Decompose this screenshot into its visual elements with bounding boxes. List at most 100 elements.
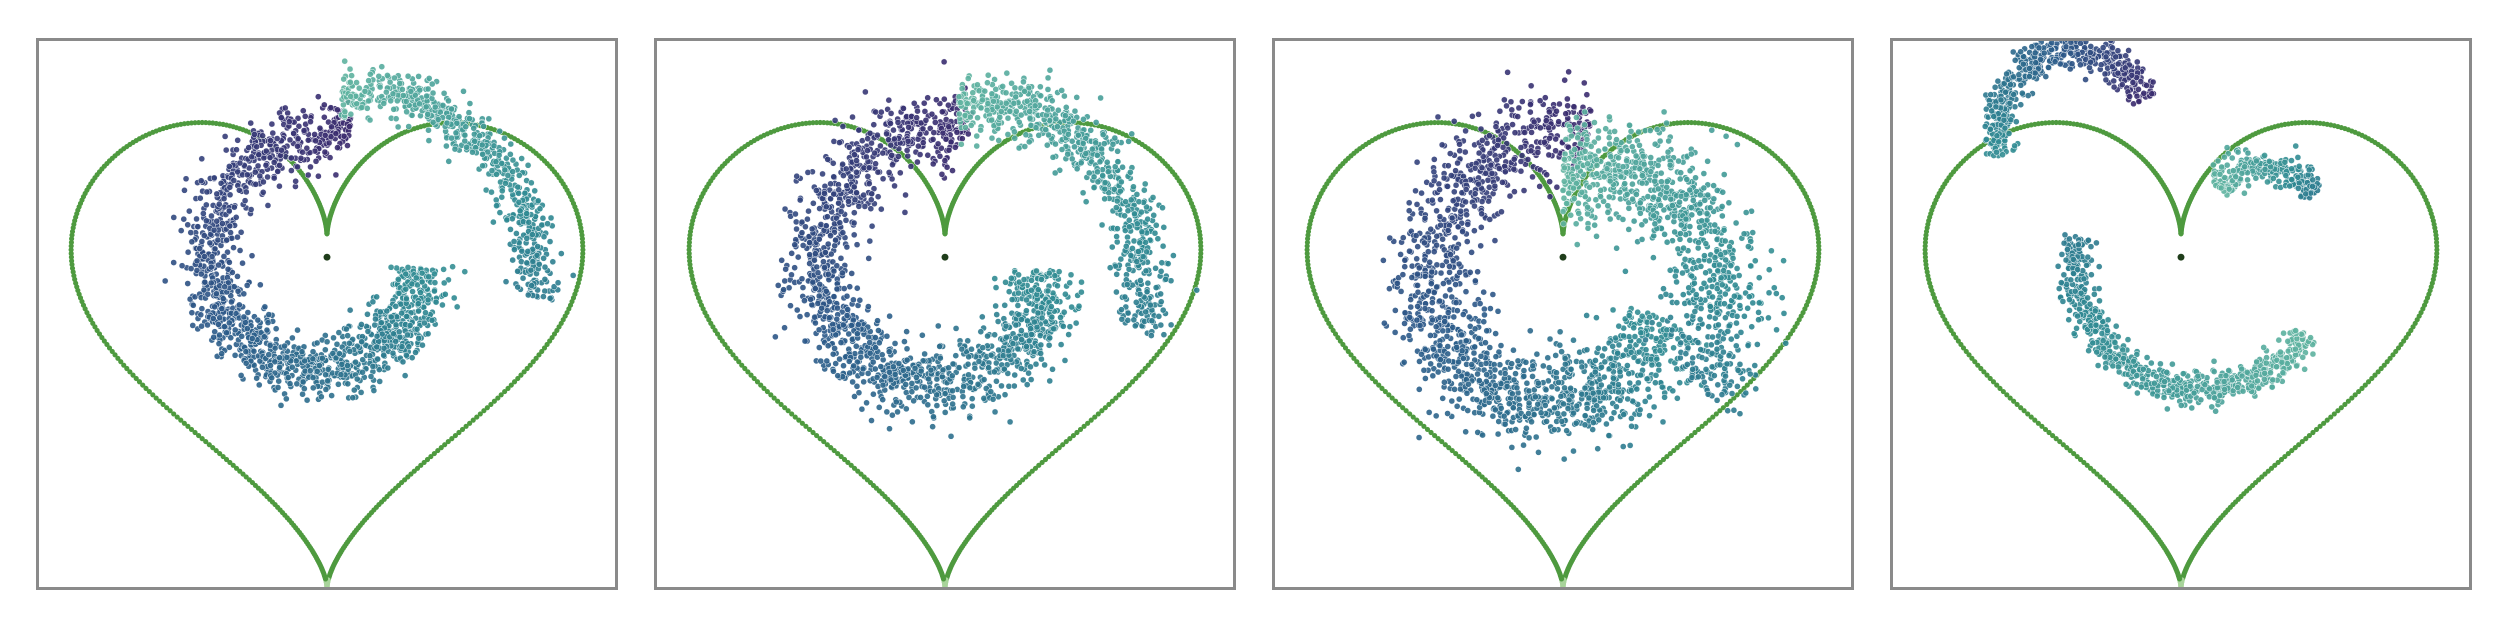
scatter-point	[872, 108, 879, 116]
scatter-point	[1090, 184, 1098, 191]
heart-boundary-point	[118, 359, 124, 365]
scatter-point	[833, 214, 840, 222]
heart-boundary-point	[771, 395, 777, 401]
scatter-point	[1012, 321, 1020, 329]
heart-boundary-point	[484, 405, 490, 411]
scatter-point	[1046, 66, 1054, 74]
scatter-point	[913, 374, 920, 381]
scatter-point	[943, 163, 951, 171]
scatter-point	[806, 239, 814, 246]
heart-boundary-point	[150, 392, 156, 398]
scatter-point	[874, 317, 881, 325]
heart-boundary-point	[68, 243, 74, 249]
scatter-point	[509, 215, 516, 223]
scatter-point	[353, 375, 361, 383]
heart-boundary-point	[1092, 414, 1098, 420]
heart-boundary-point	[751, 375, 757, 382]
scatter-point	[448, 105, 455, 113]
scatter-point	[294, 326, 301, 334]
heart-boundary-point	[68, 247, 74, 253]
scatter-point	[266, 342, 274, 349]
scatter-point	[415, 307, 422, 315]
heart-boundary-point	[1145, 362, 1151, 368]
scatter-point	[858, 405, 866, 413]
scatter-point	[527, 266, 535, 274]
scatter-point	[283, 354, 291, 361]
scatter-point	[193, 267, 201, 274]
scatter-point	[374, 355, 381, 363]
scatter-point	[369, 298, 377, 306]
scatter-point	[1132, 299, 1140, 306]
scatter-point	[1144, 279, 1152, 287]
scatter-point	[1020, 78, 1027, 86]
heart-boundary-point	[68, 239, 74, 245]
heart-boundary-point	[181, 420, 187, 426]
scatter-point	[919, 331, 926, 339]
scatter-point	[203, 188, 211, 196]
scatter-point	[839, 160, 846, 168]
scatter-point	[886, 312, 893, 320]
scatter-point	[780, 286, 787, 293]
scatter-point	[848, 270, 856, 277]
scatter-point	[266, 154, 274, 161]
scatter-point	[424, 85, 432, 93]
scatter-point	[219, 220, 226, 227]
scatter-points	[161, 57, 577, 409]
heart-boundary-point	[68, 254, 74, 260]
scatter-point	[798, 218, 806, 226]
scatter-point	[1149, 194, 1157, 201]
heart-boundary-point	[845, 459, 851, 466]
scatter-point	[934, 322, 942, 330]
scatter-point	[1001, 391, 1009, 399]
scatter-point	[927, 366, 935, 374]
scatter-point	[903, 356, 911, 364]
scatter-point	[314, 93, 322, 101]
scatter-point	[1004, 347, 1012, 355]
scatter-point	[1003, 333, 1010, 341]
scatter-point	[793, 225, 800, 233]
scatter-point	[998, 382, 1005, 390]
scatter-point	[1065, 331, 1072, 338]
scatter-point	[887, 141, 895, 149]
scatter-point	[403, 108, 410, 116]
scatter-point	[226, 222, 234, 230]
scatter-point	[904, 152, 912, 160]
scatter-point	[876, 339, 883, 347]
scatter-point	[341, 108, 349, 116]
scatter-point	[265, 351, 273, 358]
scatter-point	[359, 368, 366, 376]
scatter-point	[529, 231, 536, 238]
scatter-point	[519, 218, 527, 225]
scatter-point	[824, 271, 832, 278]
heart-boundary-point	[527, 362, 533, 368]
scatter-point	[460, 88, 467, 95]
scatter-point	[1038, 304, 1045, 311]
scatter-point	[845, 144, 853, 151]
scatter-point	[1160, 331, 1168, 338]
scatter-point	[198, 305, 206, 312]
scatter-point	[432, 298, 440, 306]
scatter-point	[984, 332, 991, 340]
scatter-point	[850, 296, 857, 304]
scatter-point	[346, 306, 354, 314]
scatter-point	[924, 401, 932, 409]
scatter-point	[1002, 279, 1009, 286]
scatter-point	[916, 130, 924, 138]
scatter-point	[802, 223, 809, 231]
scatter-point	[949, 400, 956, 408]
scatter-point	[788, 271, 795, 279]
heart-boundary-point	[452, 432, 458, 439]
scatter-point	[967, 122, 975, 129]
scatter-point	[241, 197, 249, 204]
scatter-point	[378, 63, 386, 71]
scatter-point	[365, 77, 372, 84]
scatter-point	[277, 402, 285, 409]
heart-boundary-point	[192, 429, 198, 436]
scatter-point	[373, 332, 381, 340]
scatter-point	[820, 258, 827, 265]
scatter-point	[392, 115, 400, 123]
scatter-point	[503, 154, 510, 162]
scatter-point	[550, 283, 558, 291]
scatter-point	[816, 205, 823, 212]
scatter-point	[223, 329, 230, 337]
